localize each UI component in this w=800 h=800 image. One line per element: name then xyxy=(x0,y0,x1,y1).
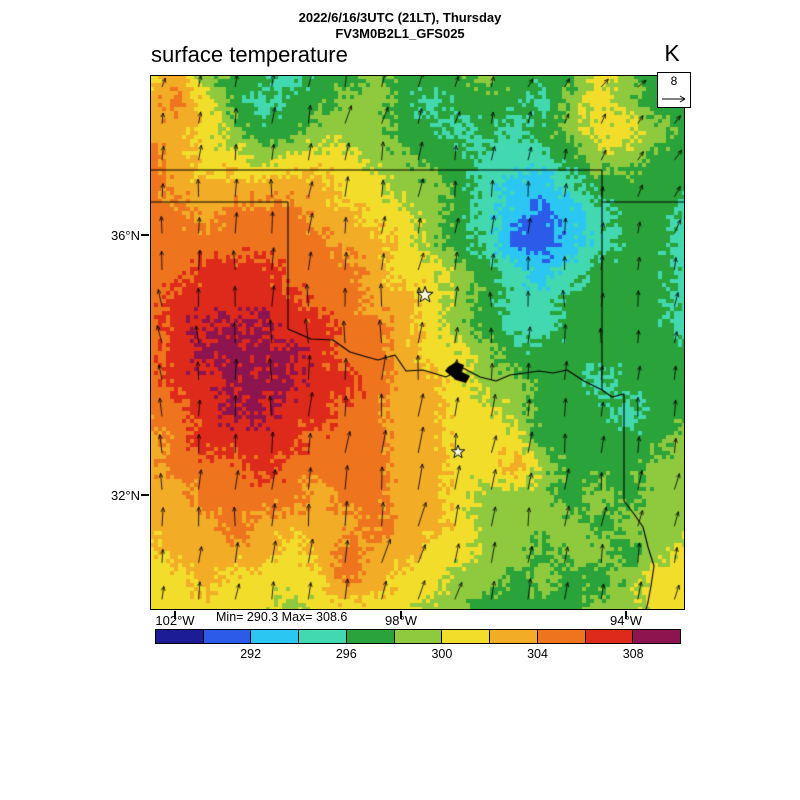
colorbar-tick-label: 304 xyxy=(527,647,548,661)
lon-label-102w: 102°W xyxy=(155,613,195,628)
lon-tick-98w xyxy=(400,611,402,619)
colorbar-segment xyxy=(299,630,347,643)
colorbar-tick-label: 292 xyxy=(240,647,262,661)
lon-tick-94w xyxy=(625,611,627,619)
lon-label-98w: 98°W xyxy=(385,613,417,628)
colorbar-segment xyxy=(251,630,300,643)
reference-vector-value: 8 xyxy=(670,74,678,88)
colorbar-segment xyxy=(537,630,586,643)
colorbar-segment xyxy=(442,630,491,643)
datetime-title: 2022/6/16/3UTC (21LT), Thursday xyxy=(298,10,502,25)
colorbar-tick-label: 296 xyxy=(335,647,357,661)
colorbar-segment xyxy=(346,630,395,643)
lon-label-94w: 94°W xyxy=(610,613,642,628)
colorbar-segment xyxy=(633,630,681,643)
lat-tick-32n xyxy=(141,494,149,496)
units-label: K xyxy=(664,40,680,66)
lon-tick-102w xyxy=(174,611,176,619)
model-run-title: FV3M0B2L1_GFS025 xyxy=(335,26,465,41)
lat-tick-36n xyxy=(141,234,149,236)
colorbar xyxy=(155,629,681,644)
temperature-map-canvas xyxy=(150,75,685,610)
colorbar-segment xyxy=(394,630,443,643)
reference-vector-arrow-icon xyxy=(662,95,686,103)
variable-title: surface temperature xyxy=(151,42,348,67)
colorbar-segment xyxy=(585,630,634,643)
colorbar-tick-label: 308 xyxy=(622,647,644,661)
colorbar-segment xyxy=(156,630,204,643)
colorbar-tick-label: 300 xyxy=(431,647,453,661)
colorbar-segment xyxy=(490,630,538,643)
lat-label-32n: 32°N xyxy=(110,488,140,503)
minmax-label: Min= 290.3 Max= 308.6 xyxy=(216,610,348,624)
lat-label-36n: 36°N xyxy=(110,228,140,243)
colorbar-segment xyxy=(203,630,252,643)
reference-vector-box: 8 xyxy=(657,72,691,108)
